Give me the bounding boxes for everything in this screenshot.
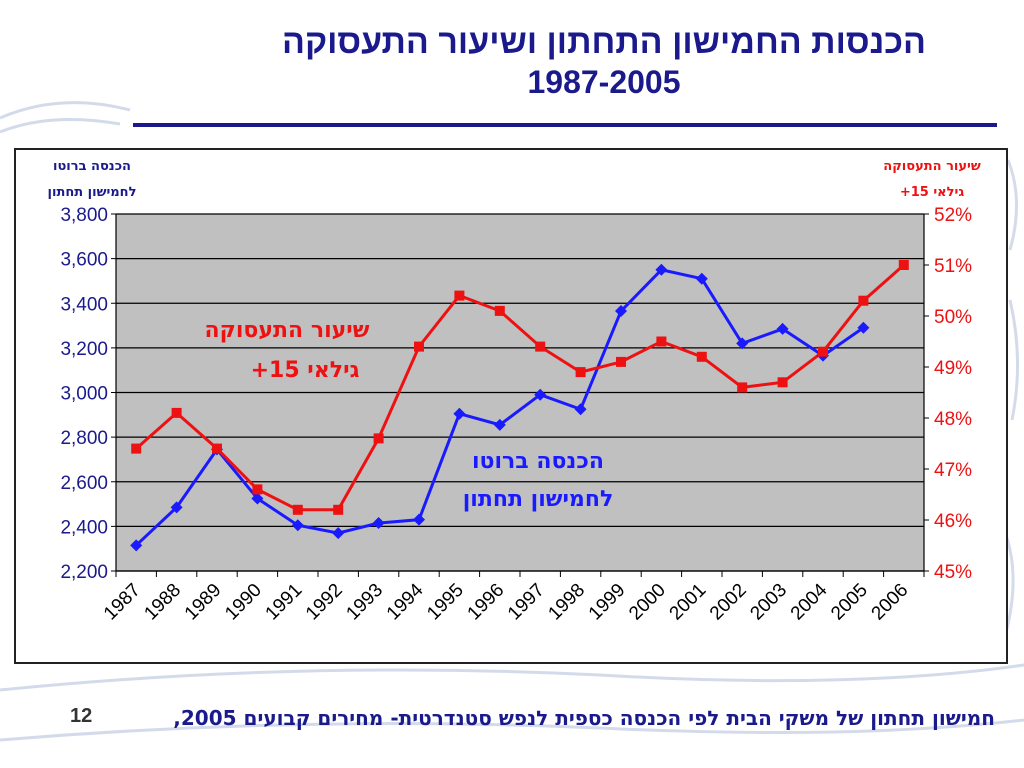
- right-axis-label-line-1: שיעור התעסוקה: [883, 159, 981, 174]
- page-number: 12: [70, 705, 93, 727]
- x-axis-tick-label: 1997: [504, 580, 549, 625]
- left-axis-tick-label: 3,600: [60, 250, 108, 271]
- data-point-income: [332, 527, 345, 540]
- x-axis-tick-label: 1999: [585, 580, 630, 625]
- x-axis-tick-label: 2004: [787, 579, 832, 624]
- data-point-employment: [171, 407, 182, 418]
- right-axis-tick-label: 51%: [934, 256, 972, 277]
- left-axis-label-line-1: הכנסה ברוטו: [53, 159, 131, 174]
- series-label-income-line-1: הכנסה ברוטו: [472, 449, 604, 474]
- x-axis-tick-label: 1996: [464, 580, 509, 625]
- slide-footnote: חמישון תחתון של משקי הבית לפי הכנסה כספי…: [173, 706, 995, 730]
- x-axis-tick-label: 1995: [423, 580, 468, 625]
- right-axis-tick-label: 45%: [934, 562, 972, 583]
- data-point-income: [453, 407, 466, 420]
- x-axis-tick-label: 1988: [140, 580, 185, 625]
- title-underline: [133, 123, 997, 127]
- x-axis-tick-label: 2000: [625, 580, 670, 625]
- data-point-employment: [616, 356, 626, 367]
- data-point-income: [574, 403, 587, 416]
- data-point-employment: [656, 336, 667, 347]
- left-axis-tick-label: 3,000: [60, 384, 108, 405]
- left-axis-tick-label: 3,400: [60, 294, 108, 315]
- series-label-income-line-2: לחמישון תחתון: [463, 487, 614, 512]
- data-point-employment: [575, 367, 586, 378]
- data-point-employment: [414, 341, 424, 352]
- left-axis-tick-label: 2,600: [60, 473, 108, 494]
- x-axis-tick-label: 1998: [544, 580, 589, 625]
- data-point-income: [615, 305, 627, 318]
- data-point-employment: [494, 305, 505, 316]
- data-point-employment: [858, 295, 869, 306]
- data-point-income: [291, 519, 304, 532]
- title-line-2: 1987-2005: [527, 64, 681, 100]
- x-axis-tick-label: 1990: [221, 580, 266, 625]
- data-point-employment: [777, 377, 788, 388]
- x-axis-tick-label: 1992: [302, 580, 347, 625]
- data-point-employment: [737, 382, 748, 393]
- data-point-employment: [212, 443, 222, 454]
- left-axis-tick-label: 2,800: [60, 428, 108, 449]
- right-axis-tick-label: 47%: [934, 460, 972, 481]
- data-point-employment: [333, 504, 344, 515]
- x-axis-tick-label: 2006: [868, 580, 913, 625]
- data-point-income: [695, 272, 708, 285]
- right-axis-tick-label: 49%: [934, 358, 972, 379]
- data-point-income: [776, 322, 789, 335]
- x-axis-tick-label: 2003: [746, 580, 791, 625]
- data-point-income: [170, 501, 183, 514]
- x-axis-tick-label: 2002: [706, 580, 751, 625]
- data-point-employment: [454, 290, 465, 301]
- data-point-employment: [292, 504, 303, 515]
- data-point-income: [857, 321, 870, 334]
- data-point-income: [372, 517, 385, 530]
- data-point-employment: [898, 260, 909, 270]
- data-point-employment: [373, 433, 384, 444]
- data-point-income: [655, 263, 668, 276]
- right-axis-tick-label: 46%: [934, 511, 972, 532]
- data-point-employment: [131, 443, 142, 454]
- x-axis-tick-label: 2001: [666, 580, 711, 625]
- data-point-employment: [535, 341, 546, 352]
- left-axis-tick-label: 2,400: [60, 517, 108, 538]
- title-line-1: הכנסות החמישון התחתון ושיעור התעסוקה: [281, 23, 927, 61]
- series-line-employment: [135, 263, 905, 512]
- left-axis-tick-label: 3,800: [60, 205, 108, 226]
- x-axis-tick-label: 1994: [383, 579, 428, 624]
- data-point-income: [251, 492, 264, 505]
- right-axis-tick-label: 50%: [934, 307, 972, 328]
- data-point-income: [534, 388, 547, 401]
- data-point-employment: [696, 351, 707, 362]
- left-axis-label-line-2: לחמישון תחתון: [48, 185, 137, 200]
- x-axis-tick-label: 1993: [342, 580, 387, 625]
- data-point-employment: [252, 484, 263, 495]
- data-point-income: [736, 337, 749, 350]
- left-axis-tick-label: 3,200: [60, 339, 108, 360]
- series-label-employment-line-1: שיעור התעסוקה: [205, 318, 370, 343]
- x-axis-tick-label: 1991: [262, 580, 307, 625]
- right-axis-tick-label: 48%: [934, 409, 972, 430]
- series-label-employment-line-2: גילאי 15+: [251, 358, 360, 383]
- left-axis-tick-label: 2,200: [60, 562, 108, 583]
- data-point-income: [130, 539, 143, 552]
- data-point-income: [413, 513, 425, 526]
- x-axis-tick-label: 1987: [100, 580, 145, 625]
- data-point-income: [493, 418, 506, 431]
- x-axis-tick-label: 2005: [827, 580, 872, 625]
- x-axis-tick-label: 1989: [181, 580, 226, 625]
- data-point-employment: [818, 346, 828, 357]
- right-axis-tick-label: 52%: [934, 205, 972, 226]
- right-axis-label-line-2: גילאי 15+: [900, 185, 965, 200]
- slide-title: הכנסות החמישון התחתון ושיעור התעסוקה 198…: [224, 22, 984, 102]
